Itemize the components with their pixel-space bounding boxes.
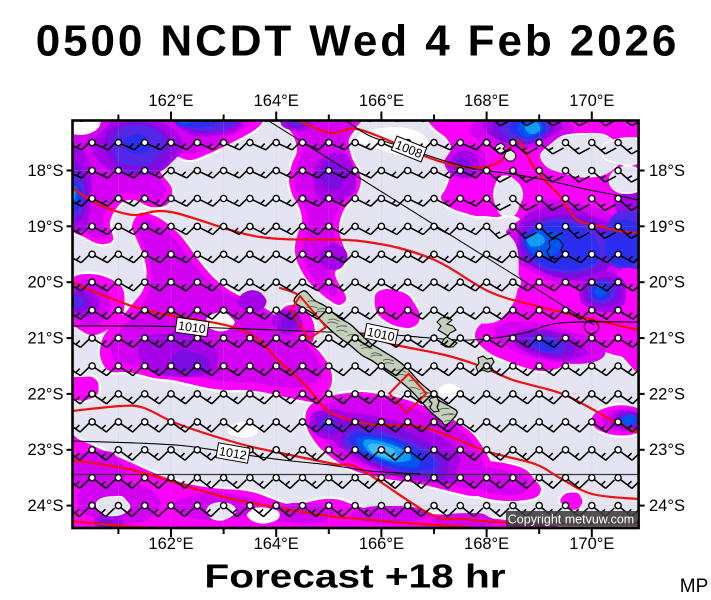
svg-text:1012: 1012 — [218, 444, 248, 463]
svg-text:Forecast +18 hr: Forecast +18 hr — [204, 558, 505, 595]
svg-text:162°E: 162°E — [148, 535, 193, 553]
svg-text:19°S: 19°S — [28, 218, 64, 236]
svg-text:1010: 1010 — [366, 325, 396, 344]
svg-text:22°S: 22°S — [649, 385, 685, 403]
svg-text:0500 NCDT Wed 4 Feb 2026: 0500 NCDT Wed 4 Feb 2026 — [36, 17, 679, 66]
svg-text:164°E: 164°E — [254, 92, 299, 110]
svg-text:24°S: 24°S — [28, 497, 64, 515]
svg-text:168°E: 168°E — [464, 92, 509, 110]
svg-text:Copyright metvuw.com: Copyright metvuw.com — [508, 513, 634, 527]
svg-text:22°S: 22°S — [28, 385, 64, 403]
svg-text:24°S: 24°S — [649, 497, 685, 515]
svg-text:170°E: 170°E — [569, 92, 614, 110]
svg-text:23°S: 23°S — [649, 441, 685, 459]
svg-text:168°E: 168°E — [464, 535, 509, 553]
svg-text:21°S: 21°S — [28, 330, 64, 348]
svg-text:166°E: 166°E — [359, 92, 404, 110]
svg-text:170°E: 170°E — [569, 535, 614, 553]
svg-text:19°S: 19°S — [649, 218, 685, 236]
svg-text:23°S: 23°S — [28, 441, 64, 459]
svg-text:20°S: 20°S — [649, 274, 685, 292]
svg-text:18°S: 18°S — [649, 162, 685, 180]
svg-text:1010: 1010 — [177, 319, 207, 337]
svg-text:20°S: 20°S — [28, 274, 64, 292]
svg-text:18°S: 18°S — [28, 162, 64, 180]
svg-text:166°E: 166°E — [359, 535, 404, 553]
svg-text:21°S: 21°S — [649, 330, 685, 348]
svg-text:162°E: 162°E — [148, 92, 193, 110]
svg-text:164°E: 164°E — [254, 535, 299, 553]
svg-text:MP: MP — [680, 576, 709, 597]
